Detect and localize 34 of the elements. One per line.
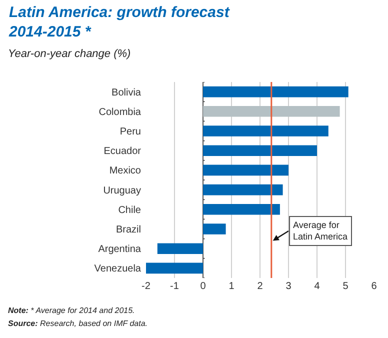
x-tick-label: -1: [170, 281, 180, 292]
bar: [203, 145, 317, 156]
x-tick-label: 2: [257, 281, 264, 292]
chart-subtitle: Year-on-year change (%): [8, 48, 132, 60]
y-tick-label: Mexico: [109, 166, 142, 177]
bar: [203, 184, 283, 196]
source-note: Source: Research, based on IMF data.: [8, 319, 148, 328]
bar: [203, 106, 340, 117]
x-tick-label: -2: [142, 281, 151, 292]
bar: [203, 204, 280, 215]
y-tick-label: Brazil: [116, 224, 141, 236]
ref-line-label: Average for Latin America: [293, 220, 348, 242]
bar: [203, 126, 328, 136]
y-tick-label: Colombia: [98, 106, 142, 118]
y-tick-label: Chile: [118, 204, 142, 216]
x-tick-label: 3: [286, 281, 292, 292]
y-tick-label: Uruguay: [103, 185, 141, 196]
bar: [203, 164, 288, 176]
y-tick-label: Ecuador: [104, 146, 142, 158]
y-tick-label: Venezuela: [94, 264, 142, 275]
x-tick-label: 1: [228, 281, 235, 292]
bar: [203, 86, 348, 98]
x-tick-label: 4: [314, 281, 320, 292]
bar: [157, 243, 203, 254]
bar: [203, 224, 226, 234]
y-tick-label: Bolivia: [112, 87, 142, 98]
y-tick-label: Peru: [120, 126, 141, 138]
x-tick-label: 0: [200, 281, 206, 292]
text: Note: * Average for 2014 and 2015.: [8, 306, 135, 315]
chart-title: Latin America: growth forecast 2014-2015 *: [8, 4, 230, 40]
y-tick-label: Argentina: [98, 244, 142, 256]
x-tick-label: 6: [371, 281, 378, 292]
bar: [146, 262, 203, 274]
x-tick-label: 5: [342, 281, 349, 292]
